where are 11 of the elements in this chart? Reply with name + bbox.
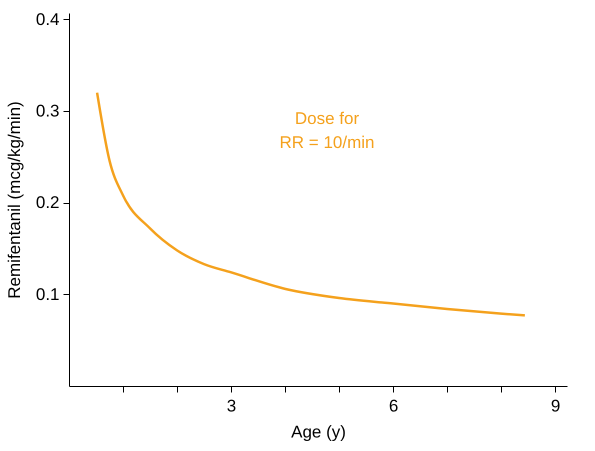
annotation: Dose for RR = 10/min	[280, 109, 374, 152]
y-axis-title: Remifentanil (mcg/kg/min)	[4, 101, 24, 299]
y-tick-label: 0.2	[36, 193, 60, 212]
x-axis-title: Age (y)	[291, 422, 346, 442]
y-tick-label: 0.4	[36, 10, 60, 29]
y-tick-label: 0.3	[36, 102, 60, 121]
line-series	[96, 91, 526, 317]
x-tick-label: 6	[388, 396, 398, 416]
x-tick-label: 3	[226, 396, 236, 416]
y-tick-label: 0.1	[36, 284, 60, 304]
x-tick-label: 9	[550, 396, 560, 416]
